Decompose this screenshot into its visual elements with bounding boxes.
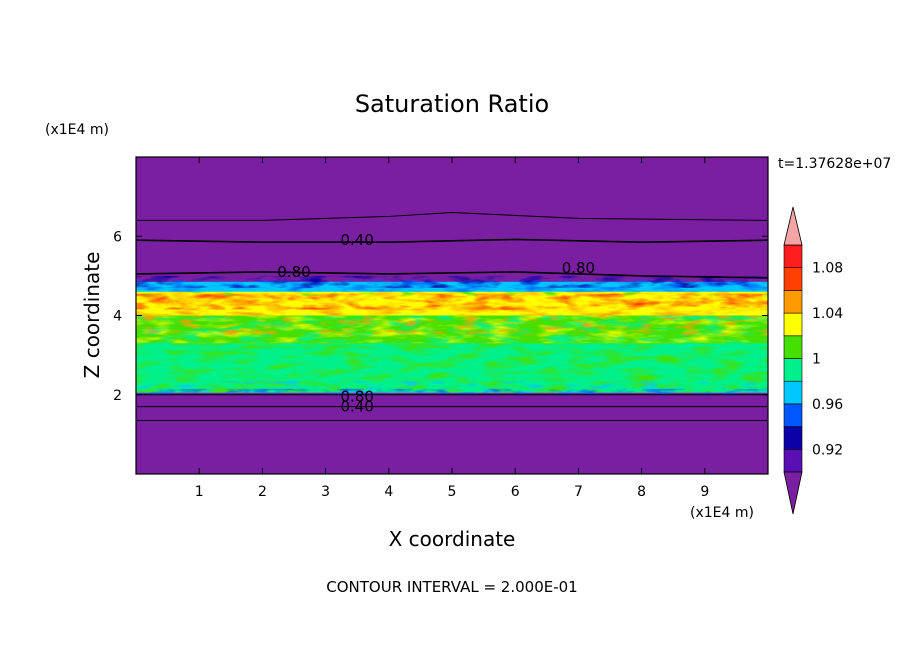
x-tick-label: 3 (321, 484, 330, 500)
colorbar: 0.92 0.96 1 1.04 1.08 (783, 206, 843, 515)
x-tick-label: 6 (511, 484, 520, 500)
x-tick-label: 8 (637, 484, 646, 500)
y-axis-label: Z coordinate (80, 252, 104, 379)
colorbar-box (783, 244, 803, 269)
colorbar-box (783, 267, 803, 291)
colorbar-under-arrow (783, 471, 803, 515)
colorbar-box (783, 426, 803, 450)
contour-line (136, 271, 768, 279)
colorbar-box (783, 358, 803, 382)
band-core-red (136, 293, 768, 310)
footer-label: CONTOUR INTERVAL = 2.000E-01 (326, 578, 577, 596)
colorbar-tick-label: 0.96 (812, 397, 843, 413)
colorbar-box (783, 335, 803, 359)
plot-field (136, 157, 768, 474)
x-tick-label: 1 (195, 484, 204, 500)
x-tick-label: 7 (574, 484, 583, 500)
contour-label: 0.40 (340, 231, 373, 249)
colorbar-box (783, 380, 803, 405)
y-axis: 2 4 6 (113, 229, 768, 404)
chart-title: Saturation Ratio (355, 90, 549, 118)
colorbar-tick-label: 1 (812, 352, 821, 368)
contour-label: 0.80 (340, 388, 373, 406)
colorbar-box (783, 312, 803, 337)
x-axis-label: X coordinate (389, 527, 516, 551)
x-tick-label: 5 (448, 484, 457, 500)
y-tick-label: 2 (113, 388, 122, 404)
colorbar-tick-label: 0.92 (812, 442, 843, 458)
band-upper-navy (136, 275, 768, 288)
contour-line (136, 211, 768, 221)
colorbar-tick-label: 1.04 (812, 306, 843, 322)
colorbar-box (783, 448, 803, 473)
x-tick-label: 9 (700, 484, 709, 500)
band-lower-rim (136, 388, 768, 395)
colorbar-box (783, 290, 803, 314)
contour-label: 0.40 (340, 398, 373, 416)
contour-label: 0.80 (562, 259, 595, 277)
colorbar-over-arrow (783, 206, 803, 246)
band-lower-edge (136, 380, 768, 393)
contour-layer: 0.400.80 0.800.800.40 (136, 211, 768, 422)
y-tick-label: 6 (113, 229, 122, 245)
x-units-label: (x1E4 m) (690, 505, 754, 521)
y-tick-label: 4 (113, 309, 122, 325)
contour-label: 0.80 (277, 263, 310, 281)
x-axis: 1 2 3 4 5 6 7 8 9 (195, 157, 709, 500)
band-mid-orange (136, 313, 768, 336)
contour-line (136, 238, 768, 243)
x-tick-label: 4 (384, 484, 393, 500)
time-label: t=1.37628e+07 (778, 156, 891, 172)
colorbar-box (783, 403, 803, 427)
y-units-label: (x1E4 m) (45, 122, 109, 138)
colorbar-tick-label: 1.08 (812, 261, 843, 277)
x-tick-label: 2 (258, 484, 267, 500)
